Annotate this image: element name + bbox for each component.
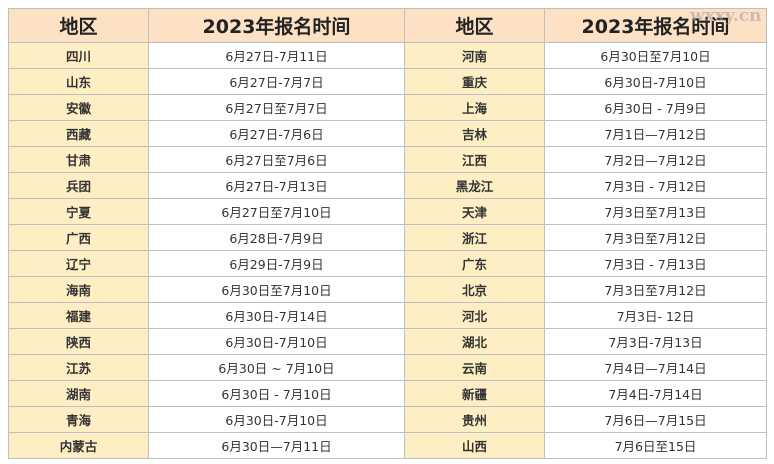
region-cell: 陕西 bbox=[8, 328, 149, 355]
period-cell: 7月4日—7月14日 bbox=[544, 354, 767, 381]
region-cell: 江苏 bbox=[8, 354, 149, 381]
table-row: 内蒙古 6月30日—7月11日 山西 7月6日至15日 bbox=[8, 432, 767, 459]
table-row: 陕西 6月30日-7月10日 湖北 7月3日-7月13日 bbox=[8, 328, 767, 355]
header-region-left: 地区 bbox=[8, 8, 149, 43]
period-cell: 7月3日 - 7月13日 bbox=[544, 250, 767, 277]
region-cell: 甘肃 bbox=[8, 146, 149, 173]
region-cell: 新疆 bbox=[404, 380, 545, 407]
period-cell: 6月27日-7月11日 bbox=[148, 42, 405, 69]
period-cell: 6月30日至7月10日 bbox=[148, 276, 405, 303]
period-cell: 7月3日至7月13日 bbox=[544, 198, 767, 225]
period-cell: 6月27日-7月13日 bbox=[148, 172, 405, 199]
region-cell: 广东 bbox=[404, 250, 545, 277]
region-cell: 河南 bbox=[404, 42, 545, 69]
region-cell: 广西 bbox=[8, 224, 149, 251]
registration-table: 地区 2023年报名时间 地区 2023年报名时间 四川 6月27日-7月11日… bbox=[8, 8, 767, 459]
period-cell: 6月30日 - 7月9日 bbox=[544, 94, 767, 121]
header-row: 地区 2023年报名时间 地区 2023年报名时间 bbox=[8, 8, 767, 43]
header-region-right: 地区 bbox=[404, 8, 545, 43]
region-cell: 宁夏 bbox=[8, 198, 149, 225]
table-row: 福建 6月30日-7月14日 河北 7月3日- 12日 bbox=[8, 302, 767, 329]
table-row: 湖南 6月30日 - 7月10日 新疆 7月4日-7月14日 bbox=[8, 380, 767, 407]
region-cell: 天津 bbox=[404, 198, 545, 225]
region-cell: 贵州 bbox=[404, 406, 545, 433]
region-cell: 江西 bbox=[404, 146, 545, 173]
region-cell: 四川 bbox=[8, 42, 149, 69]
period-cell: 7月6日至15日 bbox=[544, 432, 767, 459]
table-row: 甘肃 6月27日至7月6日 江西 7月2日—7月12日 bbox=[8, 146, 767, 173]
table-row: 广西 6月28日-7月9日 浙江 7月3日至7月12日 bbox=[8, 224, 767, 251]
table-row: 青海 6月30日-7月10日 贵州 7月6日—7月15日 bbox=[8, 406, 767, 433]
region-cell: 北京 bbox=[404, 276, 545, 303]
period-cell: 6月27日-7月7日 bbox=[148, 68, 405, 95]
table-row: 四川 6月27日-7月11日 河南 6月30日至7月10日 bbox=[8, 42, 767, 69]
period-cell: 6月30日—7月11日 bbox=[148, 432, 405, 459]
table-row: 山东 6月27日-7月7日 重庆 6月30日-7月10日 bbox=[8, 68, 767, 95]
period-cell: 6月30日-7月10日 bbox=[544, 68, 767, 95]
region-cell: 浙江 bbox=[404, 224, 545, 251]
period-cell: 6月29日-7月9日 bbox=[148, 250, 405, 277]
period-cell: 6月27日-7月6日 bbox=[148, 120, 405, 147]
period-cell: 7月3日至7月12日 bbox=[544, 276, 767, 303]
region-cell: 吉林 bbox=[404, 120, 545, 147]
region-cell: 河北 bbox=[404, 302, 545, 329]
table-row: 海南 6月30日至7月10日 北京 7月3日至7月12日 bbox=[8, 276, 767, 303]
period-cell: 6月27日至7月7日 bbox=[148, 94, 405, 121]
region-cell: 海南 bbox=[8, 276, 149, 303]
period-cell: 6月30日-7月14日 bbox=[148, 302, 405, 329]
region-cell: 西藏 bbox=[8, 120, 149, 147]
period-cell: 7月4日-7月14日 bbox=[544, 380, 767, 407]
region-cell: 福建 bbox=[8, 302, 149, 329]
region-cell: 山东 bbox=[8, 68, 149, 95]
region-cell: 上海 bbox=[404, 94, 545, 121]
header-period-right: 2023年报名时间 bbox=[544, 8, 767, 43]
period-cell: 6月30日 - 7月10日 bbox=[148, 380, 405, 407]
period-cell: 6月27日至7月6日 bbox=[148, 146, 405, 173]
region-cell: 青海 bbox=[8, 406, 149, 433]
period-cell: 6月28日-7月9日 bbox=[148, 224, 405, 251]
period-cell: 6月30日-7月10日 bbox=[148, 406, 405, 433]
period-cell: 6月27日至7月10日 bbox=[148, 198, 405, 225]
region-cell: 湖北 bbox=[404, 328, 545, 355]
period-cell: 7月3日 - 7月12日 bbox=[544, 172, 767, 199]
period-cell: 7月6日—7月15日 bbox=[544, 406, 767, 433]
header-period-left: 2023年报名时间 bbox=[148, 8, 405, 43]
table-row: 西藏 6月27日-7月6日 吉林 7月1日—7月12日 bbox=[8, 120, 767, 147]
period-cell: 7月3日至7月12日 bbox=[544, 224, 767, 251]
region-cell: 安徽 bbox=[8, 94, 149, 121]
period-cell: 7月1日—7月12日 bbox=[544, 120, 767, 147]
table-row: 兵团 6月27日-7月13日 黑龙江 7月3日 - 7月12日 bbox=[8, 172, 767, 199]
period-cell: 6月30日至7月10日 bbox=[544, 42, 767, 69]
period-cell: 7月2日—7月12日 bbox=[544, 146, 767, 173]
table-row: 江苏 6月30日 ~ 7月10日 云南 7月4日—7月14日 bbox=[8, 354, 767, 381]
table-row: 宁夏 6月27日至7月10日 天津 7月3日至7月13日 bbox=[8, 198, 767, 225]
region-cell: 兵团 bbox=[8, 172, 149, 199]
table-row: 安徽 6月27日至7月7日 上海 6月30日 - 7月9日 bbox=[8, 94, 767, 121]
table-row: 辽宁 6月29日-7月9日 广东 7月3日 - 7月13日 bbox=[8, 250, 767, 277]
region-cell: 重庆 bbox=[404, 68, 545, 95]
period-cell: 7月3日- 12日 bbox=[544, 302, 767, 329]
region-cell: 山西 bbox=[404, 432, 545, 459]
region-cell: 黑龙江 bbox=[404, 172, 545, 199]
region-cell: 云南 bbox=[404, 354, 545, 381]
region-cell: 辽宁 bbox=[8, 250, 149, 277]
period-cell: 6月30日 ~ 7月10日 bbox=[148, 354, 405, 381]
period-cell: 6月30日-7月10日 bbox=[148, 328, 405, 355]
region-cell: 内蒙古 bbox=[8, 432, 149, 459]
region-cell: 湖南 bbox=[8, 380, 149, 407]
period-cell: 7月3日-7月13日 bbox=[544, 328, 767, 355]
